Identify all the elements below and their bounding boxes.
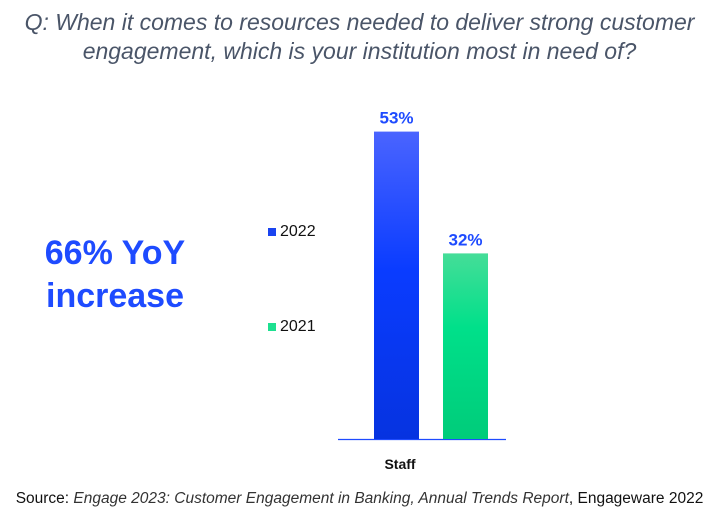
- source-prefix: Source:: [15, 490, 74, 507]
- legend-label-2021: 2021: [280, 318, 316, 335]
- source-note: Source: Engage 2023: Customer Engagement…: [0, 490, 719, 508]
- bar-2021: [443, 253, 488, 439]
- source-suffix: , Engageware 2022: [568, 490, 704, 507]
- data-label-2021: 32%: [448, 230, 482, 249]
- legend-swatch-2022: [268, 228, 276, 236]
- chart-title: Q: When it comes to resources needed to …: [24, 9, 695, 64]
- x-tick-label: Staff: [384, 456, 415, 472]
- data-label-2022: 53%: [379, 109, 413, 128]
- legend-item-2021: 2021: [268, 318, 316, 336]
- callout-line-1: 66% YoY: [44, 234, 186, 272]
- legend-swatch-2021: [268, 323, 276, 331]
- legend-item-2022: 2022: [268, 223, 316, 241]
- legend-label-2022: 2022: [280, 223, 316, 240]
- bar-2022: [374, 131, 419, 439]
- source-title: Engage 2023: Customer Engagement in Bank…: [73, 490, 569, 507]
- yoy-callout: 66% YoY increase: [20, 232, 210, 318]
- callout-line-2: increase: [46, 277, 184, 315]
